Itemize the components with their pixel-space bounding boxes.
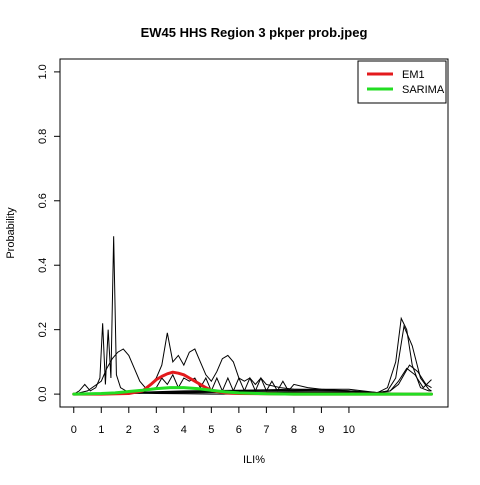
x-tick-label-1: 1 (98, 424, 104, 436)
series-layer (72, 370, 433, 396)
y-tick-label-3: 0.6 (37, 193, 49, 208)
x-tick-label-4: 4 (181, 424, 187, 436)
y-tick-label-1: 0.2 (37, 322, 49, 337)
y-tick-label-4: 0.8 (37, 129, 49, 144)
x-tick-label-7: 7 (263, 424, 269, 436)
x-axis: 0 1 2 3 4 5 6 7 8 9 10 (71, 406, 355, 436)
x-tick-label-9: 9 (318, 424, 324, 436)
series-line-sarima (72, 386, 433, 396)
legend: EM1 SARIMA (357, 60, 447, 104)
x-axis-label: ILI% (243, 454, 265, 466)
legend-label-sarima: SARIMA (402, 84, 445, 96)
y-axis: 0.0 0.2 0.4 0.6 0.8 1.0 (37, 64, 61, 402)
x-tick-label-10: 10 (343, 424, 355, 436)
x-tick-label-5: 5 (208, 424, 214, 436)
x-tick-label-3: 3 (153, 424, 159, 436)
x-tick-label-0: 0 (71, 424, 77, 436)
y-tick-label-0: 0.0 (37, 386, 49, 401)
y-tick-label-5: 1.0 (37, 64, 49, 79)
x-tick-label-2: 2 (126, 424, 132, 436)
y-axis-label: Probability (5, 207, 17, 259)
x-tick-label-8: 8 (291, 424, 297, 436)
legend-label-em1: EM1 (402, 69, 425, 81)
x-tick-label-6: 6 (236, 424, 242, 436)
y-tick-label-2: 0.4 (37, 258, 49, 273)
chart-title: EW45 HHS Region 3 pkper prob.jpeg (141, 25, 368, 40)
black-curve-1 (73, 332, 432, 395)
legend-box (357, 60, 447, 104)
